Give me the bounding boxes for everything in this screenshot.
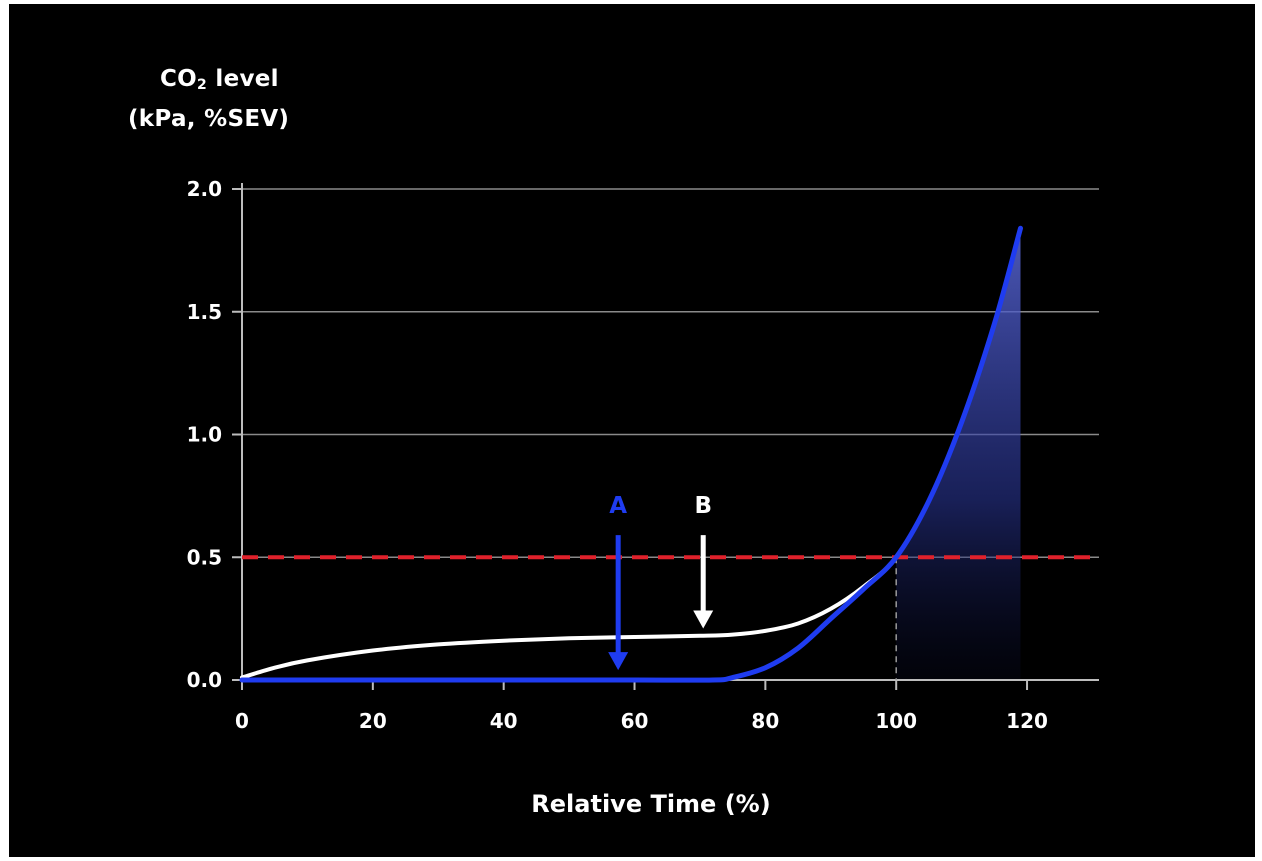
x-axis-label: Relative Time (%) — [0, 790, 1262, 818]
y-tick-label: 0.0 — [187, 668, 222, 692]
x-tick-label: 120 — [1006, 709, 1048, 733]
annotation-arrow-head — [693, 610, 713, 628]
annotation-arrow-head — [608, 652, 628, 670]
annotation-b: B — [693, 493, 713, 628]
x-tick-label: 60 — [621, 709, 649, 733]
y-tick-label: 0.5 — [187, 545, 222, 569]
y-tick-label: 1.5 — [187, 300, 222, 324]
y-axis-label: CO2 level — [160, 66, 279, 93]
annotation-label-a: A — [609, 493, 627, 519]
x-tick-label: 80 — [751, 709, 779, 733]
shaded-area — [863, 228, 1020, 680]
y-axis-label-units: (kPa, %SEV) — [128, 106, 289, 132]
y-tick-label: 2.0 — [187, 177, 222, 201]
x-tick-label: 20 — [359, 709, 387, 733]
x-tick-label: 40 — [490, 709, 518, 733]
x-tick-label: 0 — [235, 709, 249, 733]
y-tick-label: 1.0 — [187, 423, 222, 447]
annotation-label-b: B — [694, 493, 712, 519]
x-tick-label: 100 — [875, 709, 917, 733]
annotation-a: A — [608, 493, 628, 670]
